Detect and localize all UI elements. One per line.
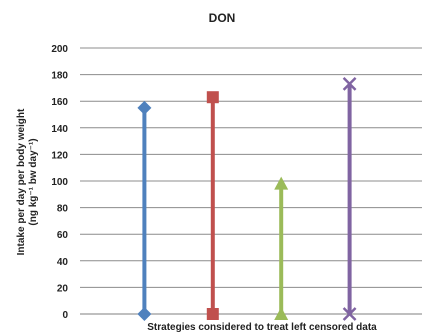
y-axis-label: Intake per day per body weight bbox=[16, 108, 27, 255]
chart-title: DON bbox=[209, 11, 236, 25]
y-tick-label: 0 bbox=[62, 310, 68, 321]
series-low-point bbox=[274, 307, 289, 320]
y-axis-units: (ng kg⁻¹ bw day⁻¹) bbox=[28, 138, 39, 225]
series-group bbox=[137, 77, 357, 321]
x-axis-label: Strategies considered to treat left cens… bbox=[147, 322, 377, 333]
series-high-point bbox=[342, 77, 357, 91]
y-tick-label: 20 bbox=[57, 283, 69, 294]
series-low-point bbox=[342, 307, 357, 321]
y-tick-label: 120 bbox=[51, 150, 68, 161]
y-tick-label: 200 bbox=[51, 44, 68, 55]
y-tick-label: 60 bbox=[57, 230, 69, 241]
series-low-point bbox=[206, 308, 219, 320]
y-tick-label: 140 bbox=[51, 124, 68, 135]
y-tick-label: 180 bbox=[51, 71, 68, 82]
y-tick-label: 100 bbox=[51, 177, 68, 188]
series-low-point bbox=[137, 307, 152, 321]
series-high-point bbox=[274, 176, 289, 190]
y-axis-label-group: Intake per day per body weight (ng kg⁻¹ … bbox=[16, 108, 39, 255]
y-tick-label: 40 bbox=[57, 257, 69, 268]
grid bbox=[80, 47, 422, 315]
y-tick-labels: 0 20 40 60 80 100 120 140 160 180 200 bbox=[51, 44, 68, 321]
series-high-point bbox=[137, 100, 152, 115]
series-high-point bbox=[206, 91, 219, 104]
y-tick-label: 80 bbox=[57, 204, 69, 215]
y-tick-label: 160 bbox=[51, 97, 68, 108]
